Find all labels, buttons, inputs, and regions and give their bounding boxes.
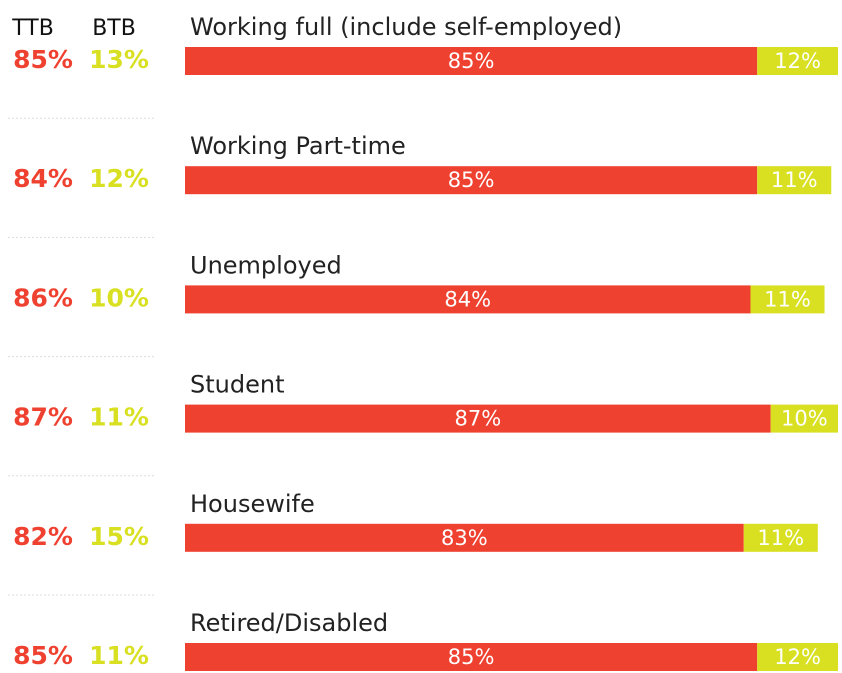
side-value: 10% bbox=[89, 283, 149, 312]
bar-segment bbox=[185, 166, 758, 195]
bar-segment bbox=[743, 523, 818, 552]
bar-label: 85% bbox=[448, 645, 495, 669]
side-value: 85% bbox=[13, 45, 73, 74]
category-label: Student bbox=[190, 371, 284, 399]
category-label: Housewife bbox=[190, 490, 315, 518]
category-label: Unemployed bbox=[190, 251, 342, 279]
side-value: 84% bbox=[13, 164, 73, 193]
bar-segment bbox=[185, 523, 744, 552]
side-value: 15% bbox=[89, 522, 149, 551]
bar-segment bbox=[770, 404, 838, 433]
category-label: Working Part-time bbox=[190, 132, 406, 160]
category-label: Working full (include self-employed) bbox=[190, 13, 622, 41]
bar-segment bbox=[757, 47, 838, 75]
side-value: 11% bbox=[89, 403, 149, 432]
side-value: 11% bbox=[89, 641, 149, 670]
side-value: 12% bbox=[89, 164, 149, 193]
bar-label: 85% bbox=[448, 49, 495, 73]
bar-segment bbox=[185, 643, 758, 671]
side-value: 13% bbox=[89, 45, 149, 74]
column-header: BTB bbox=[92, 16, 136, 41]
column-header: TTB bbox=[11, 16, 54, 41]
bar-label: 11% bbox=[771, 168, 818, 192]
side-value: 86% bbox=[13, 283, 73, 312]
bar-segment bbox=[185, 47, 758, 75]
bar-label: 11% bbox=[757, 526, 804, 550]
bar-segment bbox=[757, 643, 838, 671]
bar-segment bbox=[750, 285, 825, 314]
category-label: Retired/Disabled bbox=[190, 609, 388, 637]
bar-label: 10% bbox=[781, 407, 828, 431]
bar-segment bbox=[185, 404, 771, 433]
bar-segment bbox=[185, 285, 751, 314]
bar-segment bbox=[757, 166, 832, 195]
bar-label: 11% bbox=[764, 287, 811, 311]
side-value: 87% bbox=[13, 403, 73, 432]
bar-label: 83% bbox=[441, 526, 488, 550]
side-value: 82% bbox=[13, 522, 73, 551]
bar-label: 87% bbox=[454, 407, 501, 431]
bar-label: 84% bbox=[444, 287, 491, 311]
bar-label: 12% bbox=[774, 645, 821, 669]
bar-label: 85% bbox=[448, 168, 495, 192]
bar-label: 12% bbox=[774, 49, 821, 73]
side-value: 85% bbox=[13, 641, 73, 670]
